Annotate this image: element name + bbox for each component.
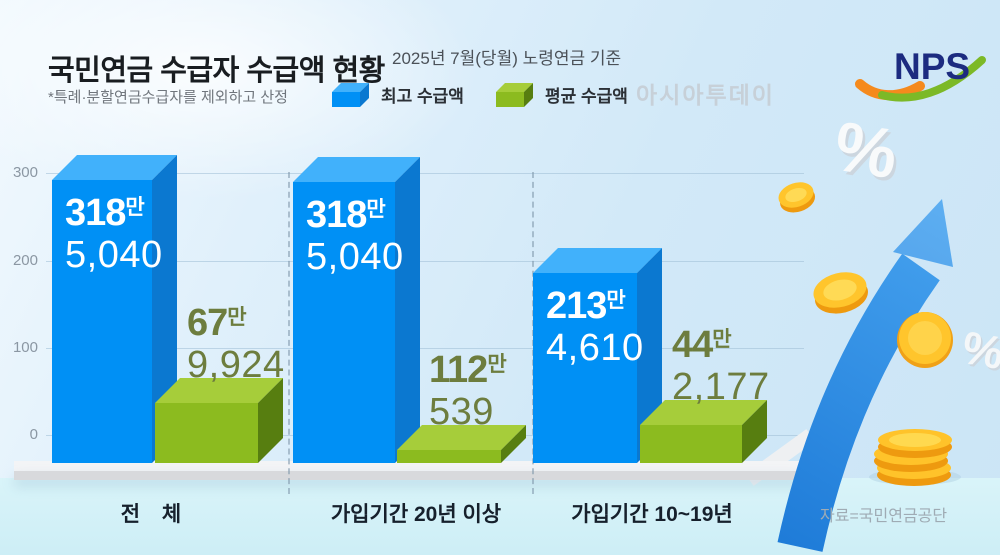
legend-swatch-blue-icon xyxy=(332,83,369,107)
bar-front-face xyxy=(293,182,395,463)
bar-value-label: 318 만 5,040 xyxy=(306,196,404,276)
bar-value-label: 112 만 539 xyxy=(429,351,507,431)
value-line-sub: 2,177 xyxy=(672,366,770,408)
bar-value-label: 44 만 2,177 xyxy=(672,326,770,406)
gridline xyxy=(46,348,804,349)
floor-platform xyxy=(14,461,804,471)
bar-front-face xyxy=(397,450,501,463)
legend-item-avg: 평균 수급액 xyxy=(495,82,628,107)
category-label: 전 체 xyxy=(120,503,190,526)
group-separator xyxy=(288,172,290,494)
legend-item-max: 최고 수급액 xyxy=(332,82,464,107)
legend-label-avg: 평균 수급액 xyxy=(544,87,628,106)
bar-front-face xyxy=(155,403,258,463)
legend-swatch-green-icon xyxy=(495,83,533,107)
category-label: 가입기간 10~19년 xyxy=(571,503,733,526)
value-line-main: 213 만 xyxy=(546,285,626,327)
y-axis-tick: 300 xyxy=(12,164,38,181)
floor-edge xyxy=(14,471,802,480)
bar-value-label: 318 만 5,040 xyxy=(65,194,163,274)
value-line-sub: 4,610 xyxy=(546,327,644,369)
value-line-main: 318 만 xyxy=(65,192,145,234)
bar-max-group1 xyxy=(52,155,177,463)
bar-avg-group1 xyxy=(155,378,283,463)
y-axis-tick: 0 xyxy=(29,426,38,443)
value-line-main: 67 만 xyxy=(187,302,247,344)
value-line-sub: 5,040 xyxy=(65,234,163,276)
value-line-sub: 9,924 xyxy=(187,344,285,386)
page-title: 국민연금 수급자 수급액 현황 xyxy=(48,55,385,88)
value-line-main: 44 만 xyxy=(672,324,732,366)
chart-legend: 최고 수급액 평균 수급액 xyxy=(332,82,628,107)
bar-front-face xyxy=(533,273,637,463)
bar-avg-group2 xyxy=(397,425,526,463)
bar-front-face xyxy=(52,180,152,463)
bar-avg-group3 xyxy=(640,400,767,463)
bar-value-label: 67 만 9,924 xyxy=(187,304,285,384)
watermark: 아시아투데이 xyxy=(636,82,775,108)
value-line-main: 112 만 xyxy=(429,349,507,391)
bar-value-label: 213 만 4,610 xyxy=(546,287,644,367)
y-axis-tick: 200 xyxy=(12,252,38,269)
footnote: *특례·분할연금수급자를 제외하고 산정 xyxy=(48,89,288,106)
bar-max-group2 xyxy=(293,157,420,463)
value-line-sub: 5,040 xyxy=(306,236,404,278)
value-line-main: 318 만 xyxy=(306,194,386,236)
nps-logo: NPS xyxy=(852,42,992,111)
source-credit: 자료=국민연금공단 xyxy=(820,508,948,525)
legend-label-max: 최고 수급액 xyxy=(381,87,464,106)
gridline xyxy=(46,173,804,174)
bar-front-face xyxy=(640,425,742,463)
value-line-sub: 539 xyxy=(429,391,494,433)
nps-logo-icon: NPS xyxy=(855,46,986,102)
page-subtitle: 2025년 7월(당월) 노령연금 기준 xyxy=(392,49,622,68)
bar-max-group3 xyxy=(533,248,662,463)
gridline xyxy=(46,261,804,262)
y-axis-tick: 100 xyxy=(12,339,38,356)
category-label: 가입기간 20년 이상 xyxy=(330,503,502,526)
nps-logo-text: NPS xyxy=(894,46,970,87)
